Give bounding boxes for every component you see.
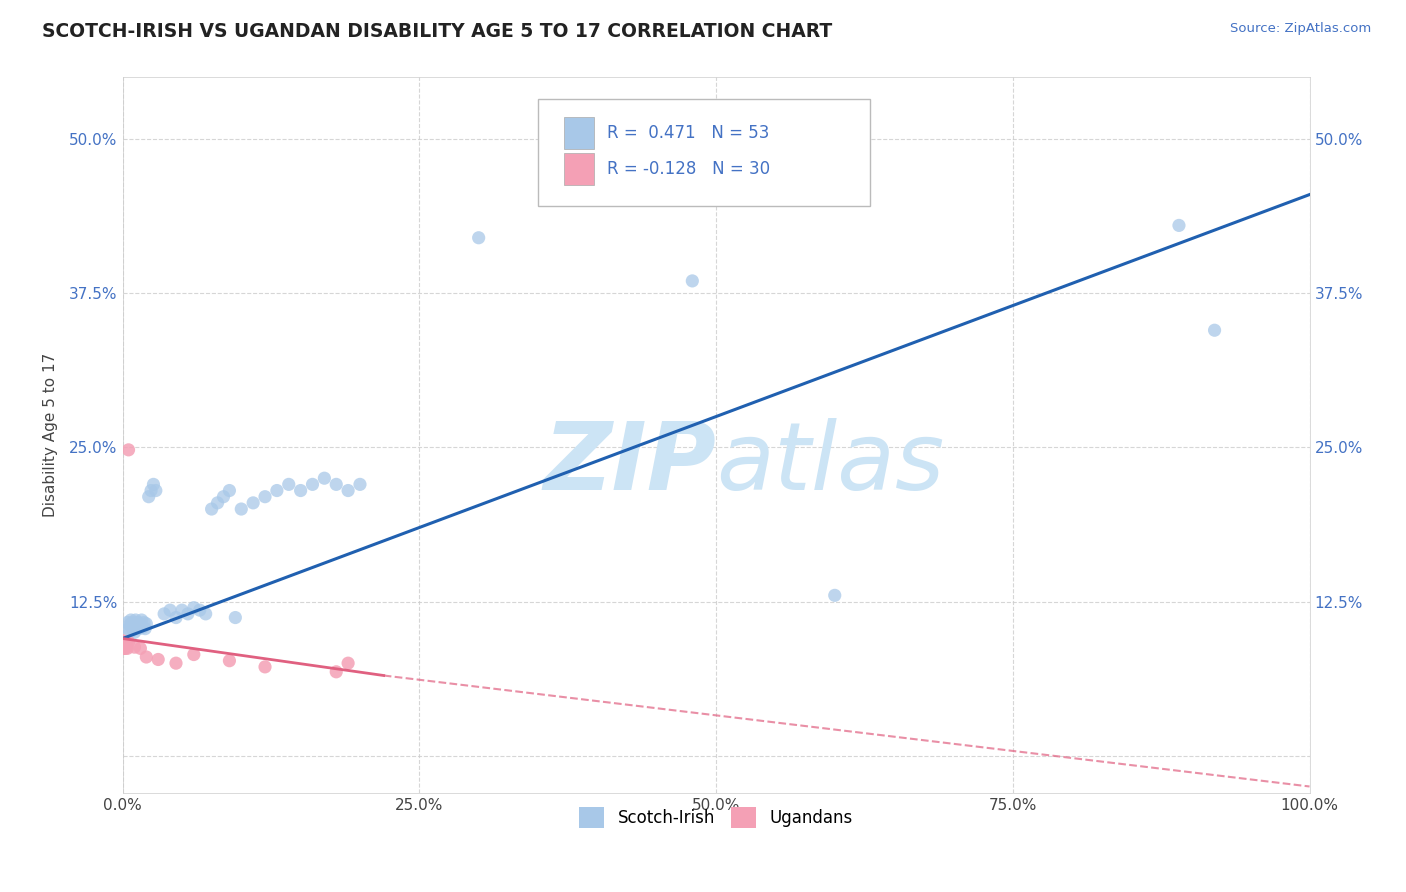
Point (112, 635, 135, 649)
Point (117, 622, 139, 636)
Point (218, 483, 240, 498)
Point (120, 613, 142, 627)
Point (115, 640, 138, 654)
Point (134, 622, 156, 636)
Point (201, 502, 224, 516)
Point (183, 600, 205, 615)
Point (145, 483, 167, 498)
Point (124, 616, 146, 631)
Point (111, 641, 134, 656)
Point (117, 442, 139, 457)
Point (127, 615, 149, 630)
Text: SCOTCH-IRISH VS UGANDAN DISABILITY AGE 5 TO 17 CORRELATION CHART: SCOTCH-IRISH VS UGANDAN DISABILITY AGE 5… (42, 22, 832, 41)
Point (301, 477, 323, 491)
Point (117, 641, 139, 656)
Point (135, 650, 157, 665)
Point (253, 490, 276, 504)
Point (253, 660, 276, 674)
Point (1204, 323, 1226, 337)
Text: atlas: atlas (716, 418, 945, 509)
Point (128, 622, 150, 636)
Point (112, 641, 135, 656)
Text: R = -0.128   N = 30: R = -0.128 N = 30 (607, 160, 770, 178)
Point (114, 641, 136, 656)
Point (170, 603, 193, 617)
Point (337, 656, 360, 670)
Point (148, 652, 170, 666)
Point (122, 623, 145, 637)
Point (153, 607, 176, 621)
Point (159, 603, 181, 617)
Point (266, 483, 288, 498)
Bar (564, 117, 593, 149)
Text: R =  0.471   N = 53: R = 0.471 N = 53 (607, 124, 769, 142)
Point (290, 483, 312, 498)
Point (824, 588, 846, 602)
Point (231, 502, 253, 516)
Point (124, 613, 146, 627)
Point (121, 615, 143, 630)
Point (681, 274, 703, 288)
Point (138, 490, 160, 504)
Point (325, 477, 347, 491)
Point (142, 477, 165, 491)
Point (194, 607, 217, 621)
Legend: Scotch-Irish, Ugandans: Scotch-Irish, Ugandans (572, 801, 859, 834)
Point (129, 641, 152, 656)
Text: ZIP: ZIP (543, 417, 716, 509)
Point (218, 654, 240, 668)
Point (224, 610, 246, 624)
Point (132, 620, 155, 634)
Point (111, 640, 134, 654)
Point (121, 620, 143, 634)
Bar (564, 153, 593, 185)
Point (111, 641, 134, 656)
Point (207, 496, 229, 510)
Point (165, 610, 187, 624)
Point (177, 607, 200, 621)
Point (111, 634, 134, 648)
Point (118, 618, 141, 632)
Point (131, 613, 153, 627)
Point (132, 615, 155, 630)
Point (111, 634, 134, 648)
Point (117, 635, 139, 649)
Point (467, 231, 489, 245)
Point (124, 640, 146, 654)
Point (117, 615, 139, 630)
Point (118, 625, 141, 640)
Point (111, 635, 134, 649)
Point (1168, 219, 1191, 233)
Point (139, 483, 162, 498)
Point (111, 640, 134, 654)
Point (135, 616, 157, 631)
Point (129, 616, 152, 631)
Point (111, 635, 134, 649)
Point (277, 477, 299, 491)
Y-axis label: Disability Age 5 to 17: Disability Age 5 to 17 (44, 353, 58, 517)
Point (242, 496, 264, 510)
Point (337, 483, 360, 498)
Point (124, 625, 146, 640)
Point (325, 665, 347, 679)
Point (183, 648, 205, 662)
Point (112, 635, 135, 649)
FancyBboxPatch shape (538, 99, 870, 206)
Point (114, 635, 136, 649)
Point (165, 656, 187, 670)
Point (125, 619, 148, 633)
Text: Source: ZipAtlas.com: Source: ZipAtlas.com (1230, 22, 1371, 36)
Point (115, 635, 138, 649)
Point (114, 635, 136, 649)
Point (112, 640, 135, 654)
Point (212, 490, 235, 504)
Point (314, 471, 336, 485)
Point (188, 603, 211, 617)
Point (349, 477, 371, 491)
